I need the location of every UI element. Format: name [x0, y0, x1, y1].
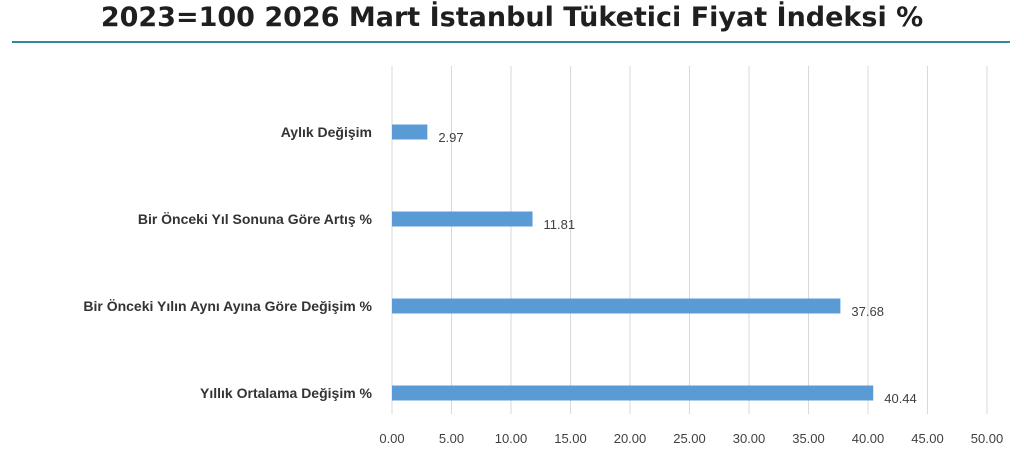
x-tick-label: 15.00: [554, 431, 587, 446]
bar: [392, 298, 841, 314]
x-tick-label: 50.00: [971, 431, 1004, 446]
data-label: 37.68: [851, 304, 884, 319]
bar: [392, 385, 874, 401]
title-underline: [12, 41, 1010, 43]
category-label: Bir Önceki Yıl Sonuna Göre Artış %: [138, 211, 373, 227]
x-tick-label: 35.00: [792, 431, 825, 446]
x-tick-label: 45.00: [911, 431, 944, 446]
chart-title: 2023=100 2026 Mart İstanbul Tüketici Fiy…: [100, 2, 924, 33]
data-label: 40.44: [884, 391, 917, 406]
x-tick-label: 5.00: [439, 431, 464, 446]
x-tick-label: 30.00: [733, 431, 766, 446]
x-tick-label: 0.00: [379, 431, 404, 446]
category-label: Bir Önceki Yılın Aynı Ayına Göre Değişim…: [83, 298, 372, 314]
category-label: Aylık Değişim: [281, 124, 372, 140]
x-tick-label: 20.00: [614, 431, 647, 446]
labels: 0.00 5.00 10.00 15.00 20.00 25.00 30.00 35.00 40…: [83, 124, 1003, 446]
bars: [392, 124, 874, 401]
x-tick-label: 10.00: [495, 431, 528, 446]
bar: [392, 211, 533, 227]
x-tick-label: 40.00: [852, 431, 885, 446]
data-label: 2.97: [438, 130, 463, 145]
bar: [392, 124, 428, 140]
x-tick-label: 25.00: [673, 431, 706, 446]
category-label: Yıllık Ortalama Değişim %: [200, 385, 373, 401]
data-label: 11.81: [544, 217, 576, 232]
gridlines: [391, 66, 988, 414]
